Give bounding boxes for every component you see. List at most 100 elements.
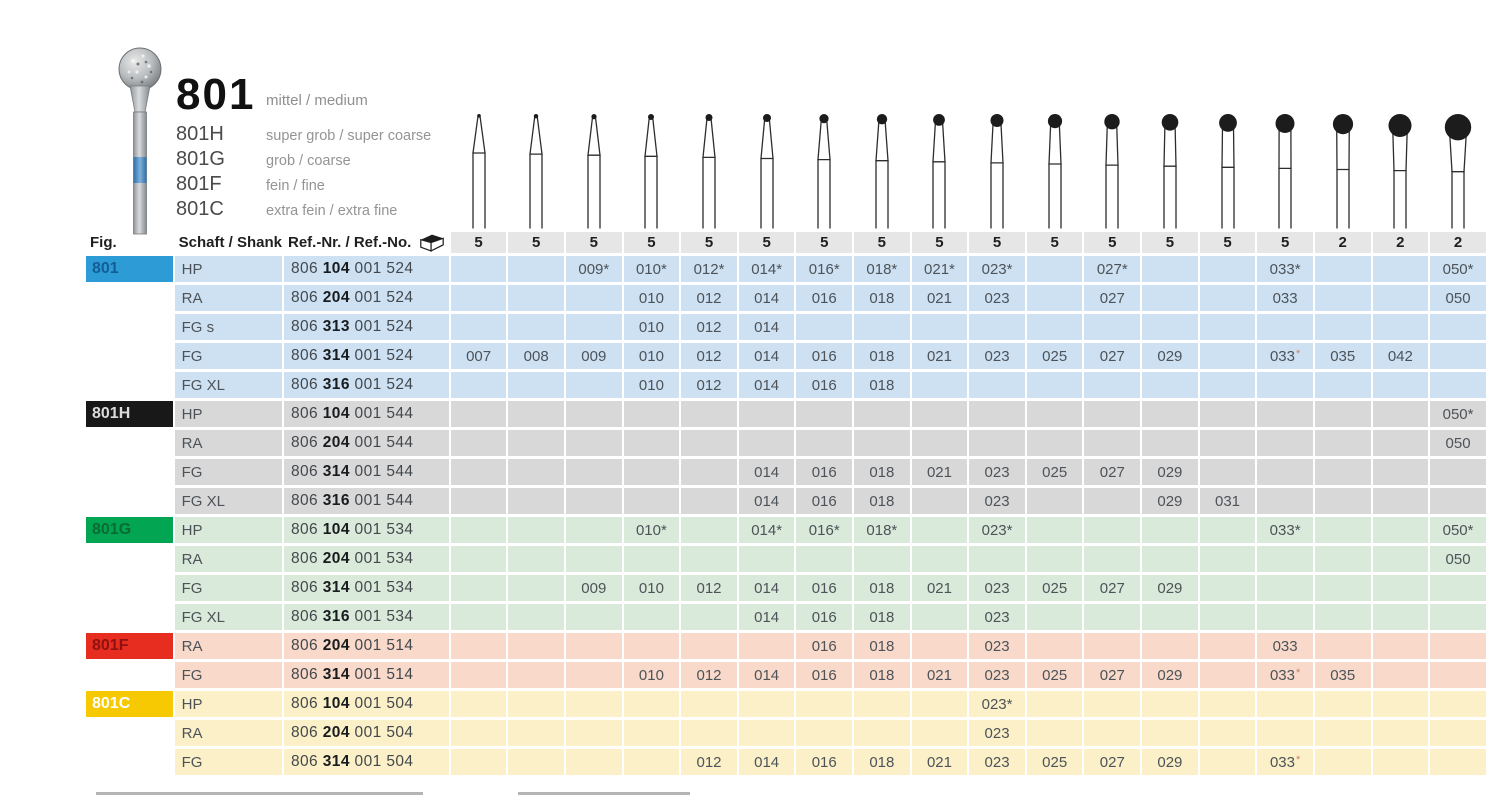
size-value-cell: 023 [969,604,1025,630]
size-value-cell [1142,372,1198,398]
shank-cell: RA [174,430,282,456]
size-value-cell: 050* [1430,256,1486,282]
fig-badge: 801G [86,517,173,543]
size-value-cell [1084,401,1141,427]
column-header-fig: Fig. [90,234,117,251]
size-value-cell: 033* [1257,517,1313,543]
size-value-cell [911,691,968,717]
size-value-cell [1257,314,1313,340]
bur-size-icon [932,114,947,229]
table-row: FG s 806 313 001 524 010 012 014 [86,314,1486,340]
size-value-cell: 012 [681,662,737,688]
size-value-cell [1314,285,1371,311]
ref-number-cell: 806 204 001 524 [284,285,449,311]
ref-number-cell: 806 204 001 544 [284,430,449,456]
bur-size-icon-cell [1142,103,1198,229]
size-value-cell: 009 [566,575,622,601]
size-value-cell: 025 [1026,343,1083,369]
size-value-cell: 012 [681,285,737,311]
pack-quantity-cell: 5 [450,232,507,253]
bur-size-icon [759,114,774,229]
ref-number-cell: 806 313 001 524 [284,314,449,340]
shank-cell: FG XL [174,604,282,630]
size-value-cell: 007 [450,343,507,369]
size-value-cell: 033* [1257,749,1313,775]
diamond-bur-photo [118,47,162,235]
variant-row: 801C extra fein / extra fine [176,198,431,223]
size-value-cell: 033* [1257,662,1313,688]
size-value-cell [854,546,910,572]
size-value-cell [738,720,795,746]
size-value-cell: 027 [1084,662,1141,688]
bur-size-icon-cell [624,103,680,229]
pack-quantity-cell: 5 [738,232,795,253]
bur-size-icon-cell [508,103,564,229]
size-value-cell: 014 [738,372,795,398]
size-value-cell [1026,691,1083,717]
size-value-cell [450,401,507,427]
size-value-cell [911,314,968,340]
size-value-cell [854,430,910,456]
size-value-cell: 023 [969,662,1025,688]
variant-description: extra fein / extra fine [266,203,398,219]
fig-empty-cell [86,575,173,601]
size-value-cell [450,633,507,659]
variant-row: 801H super grob / super coarse [176,123,431,148]
size-value-cell: 025 [1026,749,1083,775]
size-value-cell [854,720,910,746]
ref-number-cell: 806 104 001 534 [284,517,449,543]
size-value-cell [508,720,564,746]
size-value-cell [1142,720,1198,746]
size-value-cell: 023 [969,575,1025,601]
size-value-cell: 010 [623,662,680,688]
size-value-cell: 021 [911,285,968,311]
shank-cell: RA [174,720,282,746]
size-value-cell [1199,604,1256,630]
size-value-cell [1142,401,1198,427]
table-row: 801F RA 806 204 001 514 016 018 023 033 [86,633,1486,659]
size-value-cell [1430,314,1486,340]
pack-quantity-cell: 5 [854,232,910,253]
size-value-cell [681,691,737,717]
table-row: RA 806 204 001 524 010 012 014 016 018 021 023 02… [86,285,1486,311]
icon-row-spacer [175,103,282,229]
size-value-cell [508,430,564,456]
size-value-cell: 029 [1142,662,1198,688]
size-value-cell: 035 [1314,662,1371,688]
size-value-cell [1199,256,1256,282]
bur-size-icon-cell [912,103,968,229]
size-value-cell: 016 [796,633,853,659]
size-value-cell: 018 [854,459,910,485]
size-value-cell [450,314,507,340]
table-row: FG XL 806 316 001 524 010 012 014 016 018 [86,372,1486,398]
size-value-cell [1430,488,1486,514]
size-value-cell [1142,633,1198,659]
size-value-cell: 023 [969,459,1025,485]
size-value-cell [1314,575,1371,601]
size-value-cell: 021 [911,662,968,688]
size-value-cell: 014 [738,662,795,688]
size-value-cell: 016 [796,459,853,485]
bur-size-icon [875,114,889,229]
size-value-cell [738,430,795,456]
size-value-cell [1199,401,1256,427]
size-value-cell [969,546,1025,572]
size-value-cell [1430,662,1486,688]
ref-header-label: Ref.-Nr. / Ref.-No. [288,234,412,251]
size-value-cell [623,633,680,659]
next-section-crop-line [518,792,690,795]
size-value-cell [566,633,622,659]
size-value-cell: 021 [911,749,968,775]
size-value-cell [1026,720,1083,746]
bur-size-icon [1104,114,1120,229]
size-value-cell: 033 [1257,285,1313,311]
size-value-cell: 050 [1430,546,1486,572]
figure-grit-label: mittel / medium [266,92,368,109]
size-value-cell [1199,314,1256,340]
size-value-cell [566,488,622,514]
size-value-cell [681,604,737,630]
shank-cell: HP [174,256,282,282]
variant-code: 801G [176,148,225,170]
size-value-cell [1314,372,1371,398]
size-value-cell [911,633,968,659]
